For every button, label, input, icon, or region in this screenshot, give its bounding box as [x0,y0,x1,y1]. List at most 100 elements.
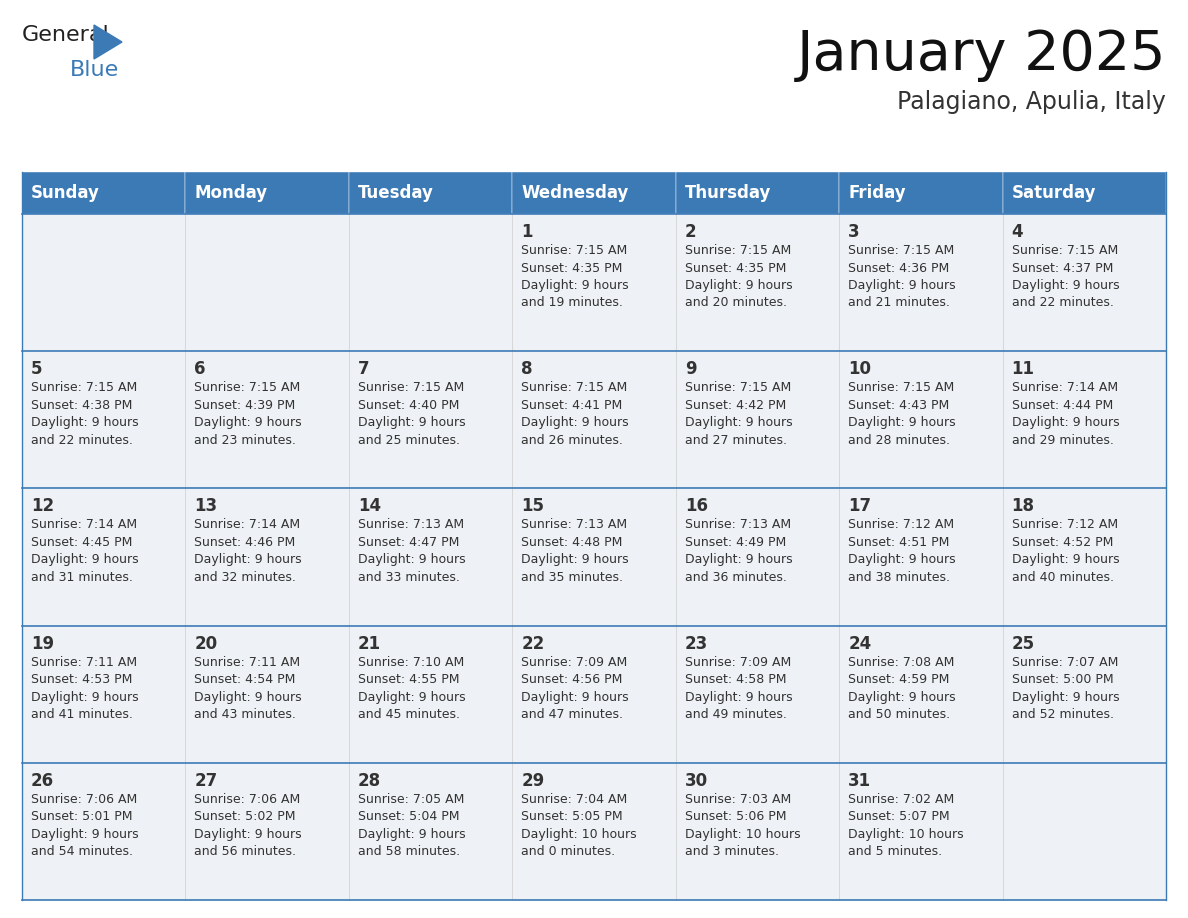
Text: Sunrise: 7:15 AM
Sunset: 4:35 PM
Daylight: 9 hours
and 20 minutes.: Sunrise: 7:15 AM Sunset: 4:35 PM Dayligh… [684,244,792,309]
Text: 18: 18 [1011,498,1035,515]
Bar [23,488,185,625]
Text: Sunrise: 7:12 AM
Sunset: 4:51 PM
Daylight: 9 hours
and 38 minutes.: Sunrise: 7:12 AM Sunset: 4:51 PM Dayligh… [848,519,956,584]
Bar [1003,172,1165,214]
Bar [349,352,512,488]
Bar [349,214,512,352]
Text: 24: 24 [848,634,871,653]
Text: Sunrise: 7:15 AM
Sunset: 4:41 PM
Daylight: 9 hours
and 26 minutes.: Sunrise: 7:15 AM Sunset: 4:41 PM Dayligh… [522,381,628,447]
Text: Sunrise: 7:06 AM
Sunset: 5:02 PM
Daylight: 9 hours
and 56 minutes.: Sunrise: 7:06 AM Sunset: 5:02 PM Dayligh… [195,793,302,858]
Text: Sunrise: 7:14 AM
Sunset: 4:45 PM
Daylight: 9 hours
and 31 minutes.: Sunrise: 7:14 AM Sunset: 4:45 PM Dayligh… [31,519,139,584]
Bar [349,488,512,625]
Text: Sunrise: 7:05 AM
Sunset: 5:04 PM
Daylight: 9 hours
and 58 minutes.: Sunrise: 7:05 AM Sunset: 5:04 PM Dayligh… [358,793,466,858]
Bar [23,625,185,763]
Text: 31: 31 [848,772,871,789]
Text: 20: 20 [195,634,217,653]
Text: Sunrise: 7:09 AM
Sunset: 4:56 PM
Daylight: 9 hours
and 47 minutes.: Sunrise: 7:09 AM Sunset: 4:56 PM Dayligh… [522,655,628,722]
Text: Sunrise: 7:13 AM
Sunset: 4:49 PM
Daylight: 9 hours
and 36 minutes.: Sunrise: 7:13 AM Sunset: 4:49 PM Dayligh… [684,519,792,584]
Bar [185,488,349,625]
Text: Monday: Monday [195,184,267,202]
Bar [1003,488,1165,625]
Bar [23,172,185,214]
Text: Sunrise: 7:15 AM
Sunset: 4:35 PM
Daylight: 9 hours
and 19 minutes.: Sunrise: 7:15 AM Sunset: 4:35 PM Dayligh… [522,244,628,309]
Text: 25: 25 [1011,634,1035,653]
Text: 3: 3 [848,223,860,241]
Text: Sunrise: 7:14 AM
Sunset: 4:44 PM
Daylight: 9 hours
and 29 minutes.: Sunrise: 7:14 AM Sunset: 4:44 PM Dayligh… [1011,381,1119,447]
Text: 23: 23 [684,634,708,653]
Text: General: General [23,25,109,45]
Bar [839,763,1003,900]
Bar [839,172,1003,214]
Bar [676,488,839,625]
Text: 13: 13 [195,498,217,515]
Text: 22: 22 [522,634,544,653]
Polygon shape [94,25,122,59]
Bar [23,352,185,488]
Bar [839,352,1003,488]
Bar [23,214,185,352]
Text: Sunrise: 7:14 AM
Sunset: 4:46 PM
Daylight: 9 hours
and 32 minutes.: Sunrise: 7:14 AM Sunset: 4:46 PM Dayligh… [195,519,302,584]
Text: Sunrise: 7:03 AM
Sunset: 5:06 PM
Daylight: 10 hours
and 3 minutes.: Sunrise: 7:03 AM Sunset: 5:06 PM Dayligh… [684,793,801,858]
Text: Sunrise: 7:02 AM
Sunset: 5:07 PM
Daylight: 10 hours
and 5 minutes.: Sunrise: 7:02 AM Sunset: 5:07 PM Dayligh… [848,793,963,858]
Bar [676,625,839,763]
Text: Sunrise: 7:15 AM
Sunset: 4:38 PM
Daylight: 9 hours
and 22 minutes.: Sunrise: 7:15 AM Sunset: 4:38 PM Dayligh… [31,381,139,447]
Text: Sunrise: 7:15 AM
Sunset: 4:43 PM
Daylight: 9 hours
and 28 minutes.: Sunrise: 7:15 AM Sunset: 4:43 PM Dayligh… [848,381,956,447]
Text: Blue: Blue [70,60,119,80]
Text: 9: 9 [684,360,696,378]
Text: Sunrise: 7:15 AM
Sunset: 4:36 PM
Daylight: 9 hours
and 21 minutes.: Sunrise: 7:15 AM Sunset: 4:36 PM Dayligh… [848,244,956,309]
Text: Sunrise: 7:15 AM
Sunset: 4:39 PM
Daylight: 9 hours
and 23 minutes.: Sunrise: 7:15 AM Sunset: 4:39 PM Dayligh… [195,381,302,447]
Bar [1003,352,1165,488]
Bar [185,172,349,214]
Text: Sunrise: 7:08 AM
Sunset: 4:59 PM
Daylight: 9 hours
and 50 minutes.: Sunrise: 7:08 AM Sunset: 4:59 PM Dayligh… [848,655,956,722]
Text: 8: 8 [522,360,532,378]
Bar [839,488,1003,625]
Text: Sunrise: 7:10 AM
Sunset: 4:55 PM
Daylight: 9 hours
and 45 minutes.: Sunrise: 7:10 AM Sunset: 4:55 PM Dayligh… [358,655,466,722]
Bar [512,172,676,214]
Text: 28: 28 [358,772,381,789]
Text: Sunrise: 7:07 AM
Sunset: 5:00 PM
Daylight: 9 hours
and 52 minutes.: Sunrise: 7:07 AM Sunset: 5:00 PM Dayligh… [1011,655,1119,722]
Text: Sunrise: 7:04 AM
Sunset: 5:05 PM
Daylight: 10 hours
and 0 minutes.: Sunrise: 7:04 AM Sunset: 5:05 PM Dayligh… [522,793,637,858]
Bar [676,352,839,488]
Bar [512,488,676,625]
Text: 16: 16 [684,498,708,515]
Text: 19: 19 [31,634,55,653]
Bar [185,214,349,352]
Bar [349,172,512,214]
Bar [512,214,676,352]
Text: 29: 29 [522,772,544,789]
Text: Sunrise: 7:15 AM
Sunset: 4:42 PM
Daylight: 9 hours
and 27 minutes.: Sunrise: 7:15 AM Sunset: 4:42 PM Dayligh… [684,381,792,447]
Bar [185,352,349,488]
Text: Saturday: Saturday [1011,184,1097,202]
Text: Sunrise: 7:06 AM
Sunset: 5:01 PM
Daylight: 9 hours
and 54 minutes.: Sunrise: 7:06 AM Sunset: 5:01 PM Dayligh… [31,793,139,858]
Bar [839,214,1003,352]
Bar [676,763,839,900]
Text: 15: 15 [522,498,544,515]
Text: 2: 2 [684,223,696,241]
Text: 4: 4 [1011,223,1023,241]
Bar [512,352,676,488]
Text: 6: 6 [195,360,206,378]
Text: Sunrise: 7:15 AM
Sunset: 4:37 PM
Daylight: 9 hours
and 22 minutes.: Sunrise: 7:15 AM Sunset: 4:37 PM Dayligh… [1011,244,1119,309]
Bar [676,172,839,214]
Bar [1003,763,1165,900]
Text: 27: 27 [195,772,217,789]
Text: 12: 12 [31,498,55,515]
Bar [512,625,676,763]
Text: 26: 26 [31,772,55,789]
Text: Sunrise: 7:12 AM
Sunset: 4:52 PM
Daylight: 9 hours
and 40 minutes.: Sunrise: 7:12 AM Sunset: 4:52 PM Dayligh… [1011,519,1119,584]
Text: 10: 10 [848,360,871,378]
Text: Thursday: Thursday [684,184,771,202]
Bar [185,763,349,900]
Text: Sunrise: 7:11 AM
Sunset: 4:54 PM
Daylight: 9 hours
and 43 minutes.: Sunrise: 7:11 AM Sunset: 4:54 PM Dayligh… [195,655,302,722]
Text: 21: 21 [358,634,381,653]
Text: 5: 5 [31,360,43,378]
Text: 30: 30 [684,772,708,789]
Bar [839,625,1003,763]
Text: 14: 14 [358,498,381,515]
Text: 1: 1 [522,223,532,241]
Text: 11: 11 [1011,360,1035,378]
Text: Friday: Friday [848,184,905,202]
Bar [349,763,512,900]
Text: Sunrise: 7:13 AM
Sunset: 4:47 PM
Daylight: 9 hours
and 33 minutes.: Sunrise: 7:13 AM Sunset: 4:47 PM Dayligh… [358,519,466,584]
Bar [512,763,676,900]
Text: 7: 7 [358,360,369,378]
